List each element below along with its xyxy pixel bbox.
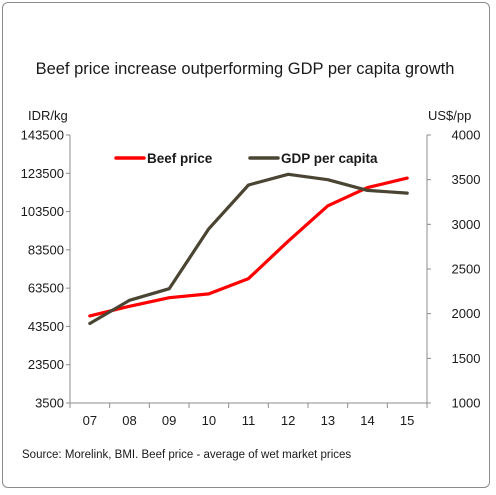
x-tick-label: 10 [202, 413, 216, 428]
right-tick-label: 1500 [452, 351, 481, 366]
x-tick-label: 12 [281, 413, 295, 428]
right-tick-label: 1000 [452, 396, 481, 411]
left-tick-label: 63500 [28, 281, 64, 296]
x-tick-label: 11 [242, 413, 256, 428]
right-tick-label: 2500 [452, 262, 481, 277]
x-tick-label: 15 [400, 413, 414, 428]
tick-labels: 3500235004350063500835001035001235001435… [21, 128, 481, 429]
x-tick-label: 09 [162, 413, 176, 428]
x-tick-label: 14 [360, 413, 374, 428]
right-tick-label: 3500 [452, 172, 481, 187]
right-tick-label: 4000 [452, 128, 481, 143]
gdp-per-capita-legend-label: GDP per capita [281, 151, 378, 166]
x-tick-label: 07 [83, 413, 97, 428]
left-tick-label: 83500 [28, 242, 64, 257]
right-tick-label: 3000 [452, 217, 481, 232]
gdp-per-capita-line [88, 172, 409, 326]
right-axis-unit: US$/pp [428, 108, 472, 123]
legend: Beef price GDP per capita [114, 151, 378, 166]
chart-frame [2, 2, 490, 488]
axes [66, 134, 431, 408]
left-tick-label: 3500 [35, 396, 64, 411]
beef-price-legend-label: Beef price [147, 151, 213, 166]
left-tick-label: 103500 [21, 204, 64, 219]
beef-price-line [88, 176, 409, 318]
right-tick-label: 2000 [452, 306, 481, 321]
x-tick-label: 08 [122, 413, 136, 428]
series-lines [88, 172, 409, 326]
left-tick-label: 123500 [21, 166, 64, 181]
x-tick-label: 13 [321, 413, 335, 428]
source-note: Source: Morelink, BMI. Beef price - aver… [22, 449, 352, 461]
left-tick-label: 143500 [21, 128, 64, 143]
chart-title: Beef price increase outperforming GDP pe… [35, 60, 455, 78]
left-axis-unit: IDR/kg [28, 108, 68, 123]
left-tick-label: 43500 [28, 319, 64, 334]
left-tick-label: 23500 [28, 357, 64, 372]
